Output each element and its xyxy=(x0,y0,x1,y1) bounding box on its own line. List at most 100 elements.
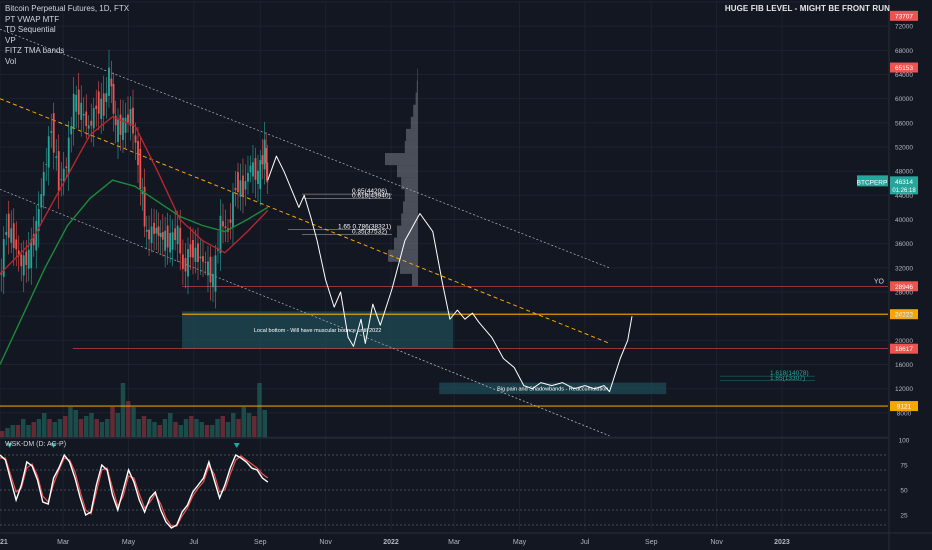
y-tick-label: 12000 xyxy=(895,386,913,393)
volume-bar xyxy=(126,401,131,437)
y-tick-label: 72000 xyxy=(895,24,913,31)
candle-body xyxy=(70,125,73,135)
volume-bar xyxy=(31,422,36,437)
candle-body xyxy=(27,249,30,269)
volume-bar xyxy=(194,419,199,437)
volume-profile-bar xyxy=(412,273,418,286)
candle-body xyxy=(92,108,95,129)
price-tag xyxy=(890,343,918,354)
x-tick-label: 2021 xyxy=(0,539,8,546)
price-tag-label: 28946 xyxy=(895,284,913,291)
volume-bar xyxy=(21,419,26,437)
candle-body xyxy=(187,249,189,277)
candle-body xyxy=(222,221,224,227)
oscillator-title[interactable]: WSK-DM (D: AC-P) xyxy=(5,441,67,448)
candle-body xyxy=(95,105,98,110)
candle-body xyxy=(122,117,124,141)
candle-body xyxy=(207,261,209,276)
candle-body xyxy=(77,89,80,115)
x-tick-label: Nov xyxy=(710,539,723,546)
candle-body xyxy=(2,239,5,277)
y-tick-label: 16000 xyxy=(895,362,913,369)
candle-body xyxy=(127,114,129,123)
volume-bar xyxy=(157,425,162,437)
candle-body xyxy=(137,140,139,166)
volume-profile-bar xyxy=(416,80,418,93)
volume-bar xyxy=(183,419,189,437)
candle-body xyxy=(20,254,23,267)
candle-body xyxy=(174,228,177,241)
candle-body xyxy=(105,93,108,102)
candle-body xyxy=(7,213,10,238)
candle-body xyxy=(100,98,103,119)
legend-tma[interactable]: FITZ TMA bands xyxy=(5,46,65,55)
volume-bar xyxy=(63,416,68,437)
volume-bar xyxy=(236,419,241,437)
candle-body xyxy=(184,258,187,272)
candle-body xyxy=(192,239,194,258)
volume-bar xyxy=(26,425,31,437)
candle-body xyxy=(22,255,25,276)
price-candles xyxy=(0,49,269,365)
volume-bar xyxy=(0,431,5,437)
volume-profile-bar xyxy=(410,116,418,129)
candle-body xyxy=(239,180,242,197)
projection-path xyxy=(267,155,633,393)
trend-line-upper xyxy=(0,28,610,269)
candle-body xyxy=(247,172,249,182)
volume-bar xyxy=(141,416,147,437)
legend-vwap[interactable]: PT VWAP MTF xyxy=(5,14,60,24)
volume-bar xyxy=(220,416,225,437)
fib-levels: 0.65(44206)0.618(43940) 1.65 0.786(38321)… xyxy=(288,188,815,382)
x-tick-label: Sep xyxy=(254,539,267,546)
legend-vp[interactable]: VP xyxy=(5,35,16,45)
candle-body xyxy=(62,168,65,182)
volume-profile-bar xyxy=(417,68,418,81)
legend-td-sequential[interactable]: TD Sequential xyxy=(5,25,56,34)
volume-bar xyxy=(99,422,105,437)
volume-bar xyxy=(241,407,246,437)
candle-body xyxy=(171,232,174,250)
candle-body xyxy=(265,148,268,164)
candle-body xyxy=(40,194,43,208)
candle-body xyxy=(37,208,40,231)
candle-body xyxy=(153,222,155,234)
candle-body xyxy=(45,163,48,165)
candle-body xyxy=(159,233,162,237)
candle-body xyxy=(148,229,150,240)
price-tag xyxy=(890,10,918,21)
candle-body xyxy=(259,160,262,190)
candle-body xyxy=(252,162,254,177)
price-tag-sublabel: 01:26:18 xyxy=(892,188,916,194)
candle-body xyxy=(108,67,110,96)
legend-symbol[interactable]: Bitcoin Perpetual Futures, 1D, FTX xyxy=(5,4,130,13)
volume-profile-bar xyxy=(404,140,418,154)
legend-vol[interactable]: Vol xyxy=(5,56,17,66)
candle-body xyxy=(257,170,259,184)
horizontal-levels: 73707 65153 BTCPERP 46314 01:26:18 YO 28946 243… xyxy=(0,10,918,412)
candle-body xyxy=(17,250,20,256)
candle-body xyxy=(10,228,13,243)
volume-profile-bar xyxy=(397,225,418,238)
volume-bar xyxy=(94,419,99,437)
y-tick-label: 64000 xyxy=(895,72,913,79)
vwap-red-line xyxy=(0,115,269,275)
candle-body xyxy=(67,137,70,175)
y-tick-label: 24000 xyxy=(895,314,913,321)
fib-label-4: 1.618(14078) xyxy=(770,370,809,377)
osc-series-1 xyxy=(0,453,269,529)
x-tick-label: 2022 xyxy=(383,539,399,546)
volume-bar xyxy=(199,422,204,437)
volume-bar xyxy=(73,410,78,437)
osc-tick-label: 100 xyxy=(899,438,910,445)
volume-profile-bar xyxy=(401,177,418,190)
candle-body xyxy=(114,115,117,126)
trend-line-lower xyxy=(0,188,610,437)
candle-body xyxy=(52,113,55,153)
candle-body xyxy=(57,151,60,192)
indicator-legend: Bitcoin Perpetual Futures, 1D, FTX PT VW… xyxy=(5,4,129,67)
volume-bar xyxy=(57,419,63,437)
volume-profile-bar xyxy=(397,165,418,178)
volume-bar xyxy=(168,413,173,437)
